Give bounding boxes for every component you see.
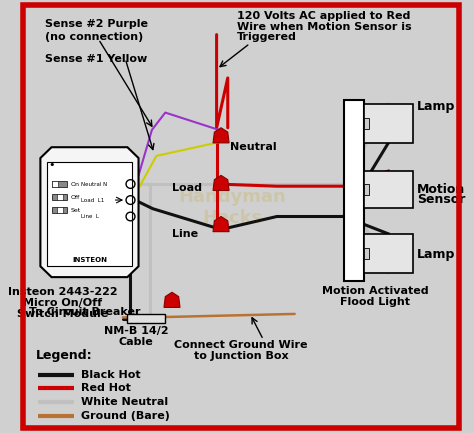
Text: Insteon 2443-222: Insteon 2443-222	[8, 287, 118, 297]
Polygon shape	[164, 292, 180, 307]
Bar	[364, 248, 369, 259]
Text: NM-B 14/2: NM-B 14/2	[104, 326, 169, 336]
Text: Micro On/Off: Micro On/Off	[23, 298, 102, 308]
Text: Legend:: Legend:	[36, 349, 92, 362]
Text: •: •	[48, 159, 55, 170]
Bar	[47, 162, 132, 266]
Text: Handyman
Hacks: Handyman Hacks	[178, 188, 286, 227]
Bar	[52, 194, 67, 200]
Text: Lamp: Lamp	[417, 248, 456, 261]
Text: Connect Ground Wire: Connect Ground Wire	[174, 340, 308, 350]
Text: Wire when Motion Sensor is: Wire when Motion Sensor is	[237, 22, 411, 32]
Text: to Junction Box: to Junction Box	[194, 351, 289, 361]
Text: Triggered: Triggered	[237, 32, 297, 42]
Text: Red Hot: Red Hot	[81, 383, 130, 394]
Polygon shape	[40, 147, 138, 277]
Bar	[52, 207, 67, 213]
Text: Sense #2 Purple: Sense #2 Purple	[45, 19, 148, 29]
Text: Line: Line	[172, 229, 198, 239]
Text: Neutral: Neutral	[230, 142, 277, 152]
Bar	[52, 181, 67, 187]
Bar	[52, 181, 58, 187]
Bar	[128, 314, 165, 323]
Text: Load: Load	[172, 183, 202, 194]
Text: Off: Off	[71, 194, 80, 200]
Bar	[364, 234, 413, 273]
Text: Lamp: Lamp	[417, 100, 456, 113]
Text: Load  L1: Load L1	[82, 197, 105, 203]
Text: Motion Activated: Motion Activated	[322, 286, 428, 296]
Bar	[57, 207, 63, 213]
Bar	[364, 118, 369, 129]
Text: Flood Light: Flood Light	[340, 297, 410, 307]
Polygon shape	[213, 216, 229, 232]
Text: Set: Set	[71, 207, 81, 213]
Text: Ground (Bare): Ground (Bare)	[81, 411, 169, 421]
Text: Motion: Motion	[417, 183, 465, 196]
Text: Sensor: Sensor	[417, 193, 466, 206]
Text: White Neutral: White Neutral	[81, 397, 168, 407]
Bar	[344, 100, 364, 281]
Bar	[364, 104, 413, 143]
Text: (no connection): (no connection)	[45, 32, 143, 42]
Text: To Circuit Breaker: To Circuit Breaker	[29, 307, 141, 317]
Text: 120 Volts AC applied to Red: 120 Volts AC applied to Red	[237, 11, 410, 21]
Bar	[364, 171, 413, 208]
Text: Sense #1 Yellow: Sense #1 Yellow	[45, 54, 147, 64]
Text: Neutral N: Neutral N	[82, 181, 108, 187]
Text: Switch Module: Switch Module	[17, 309, 109, 319]
Text: Black Hot: Black Hot	[81, 369, 140, 380]
Polygon shape	[213, 128, 229, 143]
Polygon shape	[213, 175, 229, 191]
Text: INSTEON: INSTEON	[72, 257, 107, 263]
Bar	[57, 194, 63, 200]
Bar	[364, 184, 369, 195]
Text: Cable: Cable	[119, 337, 154, 347]
Text: On: On	[71, 181, 80, 187]
Text: Line  L: Line L	[82, 214, 99, 219]
